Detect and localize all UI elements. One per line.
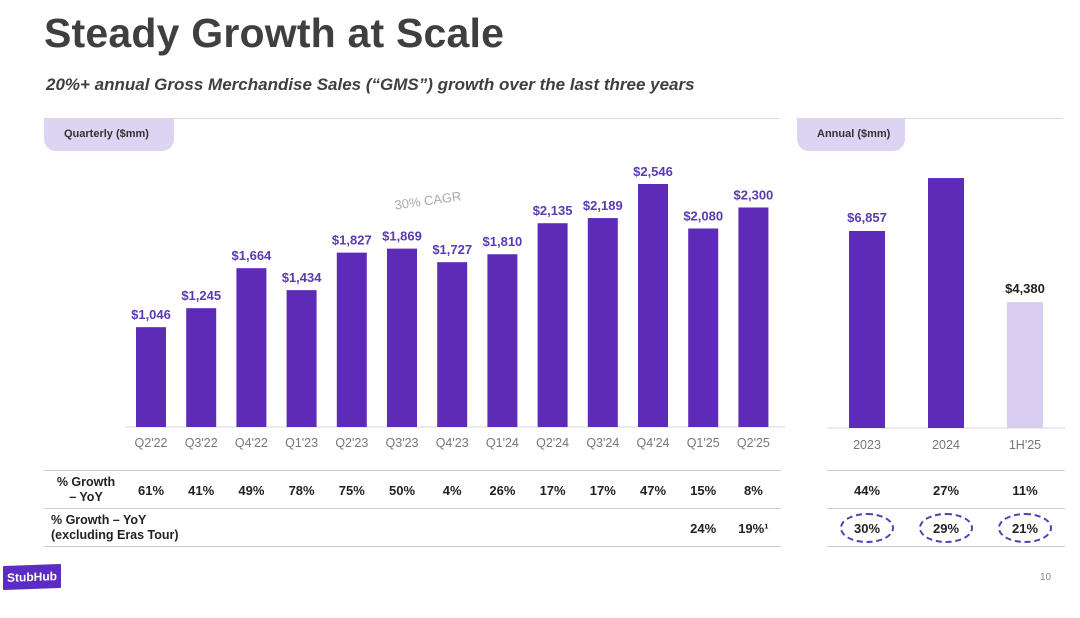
annual-table-line-mid [827, 508, 1065, 509]
annual-divider [797, 118, 1063, 119]
quarterly-bar-label: $2,189 [583, 198, 623, 213]
table-line-bottom [44, 546, 781, 547]
quarterly-bar [286, 290, 317, 427]
quarterly-header-pill: Quarterly ($mm) [44, 119, 174, 151]
row-label-ex-eras-line1: % Growth – YoY [51, 513, 147, 527]
row-label-ex-eras: % Growth – YoY (excluding Eras Tour) [51, 513, 179, 543]
annual-bar [849, 231, 885, 428]
quarterly-ex-eras-cell: 24% [690, 521, 717, 536]
quarterly-bar [136, 327, 166, 427]
annual-tick-label: 1H'25 [1009, 438, 1041, 452]
quarterly-bar [387, 248, 417, 427]
annual-tick-label: 2023 [853, 438, 881, 452]
annual-yoy-cell: 11% [1012, 483, 1038, 498]
slide-subtitle: 20%+ annual Gross Merchandise Sales (“GM… [46, 75, 695, 94]
quarterly-bar [587, 218, 618, 427]
quarterly-yoy-cell: 4% [442, 483, 462, 498]
quarterly-bar [437, 262, 468, 427]
quarterly-yoy-cell: 41% [188, 483, 215, 498]
quarterly-yoy-cell: 26% [489, 483, 516, 498]
table-line-mid [44, 508, 781, 509]
quarterly-tick-label: Q3'23 [386, 436, 419, 450]
stubhub-logo: StubHub [3, 563, 61, 591]
quarterly-tick-label: Q4'23 [436, 436, 469, 450]
annual-yoy-cell: 27% [932, 483, 960, 498]
quarterly-bar [186, 308, 217, 427]
quarterly-tick-label: Q2'23 [335, 436, 368, 450]
quarterly-bar [336, 252, 367, 427]
quarterly-yoy-cell: 75% [338, 483, 365, 498]
quarterly-bar-label: $2,300 [734, 187, 774, 202]
quarterly-yoy-cell: 61% [137, 483, 165, 498]
quarterly-yoy-cell: 8% [743, 483, 763, 498]
quarterly-tick-label: Q4'24 [637, 436, 670, 450]
annual-bar-label: $4,380 [1005, 281, 1045, 296]
quarterly-bar-label: $1,434 [282, 270, 323, 285]
page-number: 10 [1040, 572, 1052, 583]
quarterly-divider [44, 118, 779, 119]
annual-bar [928, 178, 964, 428]
quarterly-bar-label: $1,046 [131, 307, 171, 322]
quarterly-tick-label: Q1'25 [687, 436, 720, 450]
annual-ex-eras-cell: 30% [853, 521, 881, 536]
quarterly-tick-label: Q3'22 [185, 436, 218, 450]
highlight-circle [840, 513, 894, 543]
annual-tick-label: 2024 [932, 438, 960, 452]
quarterly-bar [738, 207, 769, 427]
cagr-annotation: 30% CAGR [394, 188, 463, 212]
quarterly-yoy-cell: 78% [288, 483, 315, 498]
quarterly-yoy-cell: 17% [539, 483, 566, 498]
quarterly-bar-label: $1,245 [181, 288, 221, 303]
slide-title: Steady Growth at Scale [44, 10, 505, 56]
annual-yoy-cell: 44% [853, 483, 881, 498]
row-label-ex-eras-line2: (excluding Eras Tour) [51, 528, 179, 542]
quarterly-bar-label: $2,080 [683, 208, 723, 223]
quarterly-ex-eras-cell: 19%¹ [738, 521, 769, 536]
quarterly-yoy-cell: 17% [589, 483, 616, 498]
quarterly-tick-label: Q1'24 [486, 436, 519, 450]
annual-header-pill: Annual ($mm) [797, 119, 905, 151]
quarterly-bar [638, 184, 668, 427]
gms-bar-charts: 30% CAGR $1,046 Q2'22 $1,245 Q3'22 $1,664 Q4'… [125, 164, 1065, 452]
quarterly-yoy-cell: 15% [690, 483, 717, 498]
annual-table-line-top [827, 470, 1065, 471]
quarterly-tick-label: Q2'25 [737, 436, 770, 450]
row-label-yoy-line2: – YoY [69, 490, 103, 504]
quarterly-bar-label: $2,546 [633, 164, 673, 179]
annual-ex-eras-cell: 21% [1011, 521, 1039, 536]
quarterly-bar [537, 223, 568, 427]
quarterly-bar [487, 254, 518, 427]
quarterly-tick-label: Q4'22 [235, 436, 268, 450]
quarterly-tick-label: Q3'24 [586, 436, 619, 450]
row-label-yoy-line1: % Growth [56, 475, 116, 489]
table-line-top [44, 470, 781, 471]
quarterly-tick-label: Q1'23 [285, 436, 318, 450]
annual-ex-eras-cell: 29% [932, 521, 960, 536]
quarterly-yoy-cell: 49% [238, 483, 265, 498]
highlight-circle [998, 513, 1052, 543]
quarterly-bar-label: $1,664 [232, 248, 273, 263]
quarterly-tick-label: Q2'24 [536, 436, 569, 450]
quarterly-bar-label: $1,827 [332, 233, 372, 248]
row-label-yoy: % Growth – YoY [53, 475, 119, 505]
annual-table-line-bottom [827, 546, 1065, 547]
quarterly-bar-label: $1,727 [432, 242, 472, 257]
quarterly-yoy-cell: 50% [388, 483, 416, 498]
quarterly-bar-label: $1,869 [382, 229, 422, 244]
quarterly-yoy-cell: 47% [639, 483, 667, 498]
annual-bar [1007, 302, 1043, 428]
quarterly-bar [236, 268, 267, 427]
highlight-circle [919, 513, 973, 543]
quarterly-bar-label: $2,135 [533, 203, 573, 218]
annual-bar-label: $6,857 [847, 210, 887, 225]
quarterly-tick-label: Q2'22 [135, 436, 168, 450]
quarterly-bar [688, 228, 719, 427]
quarterly-bar-label: $1,810 [483, 234, 523, 249]
